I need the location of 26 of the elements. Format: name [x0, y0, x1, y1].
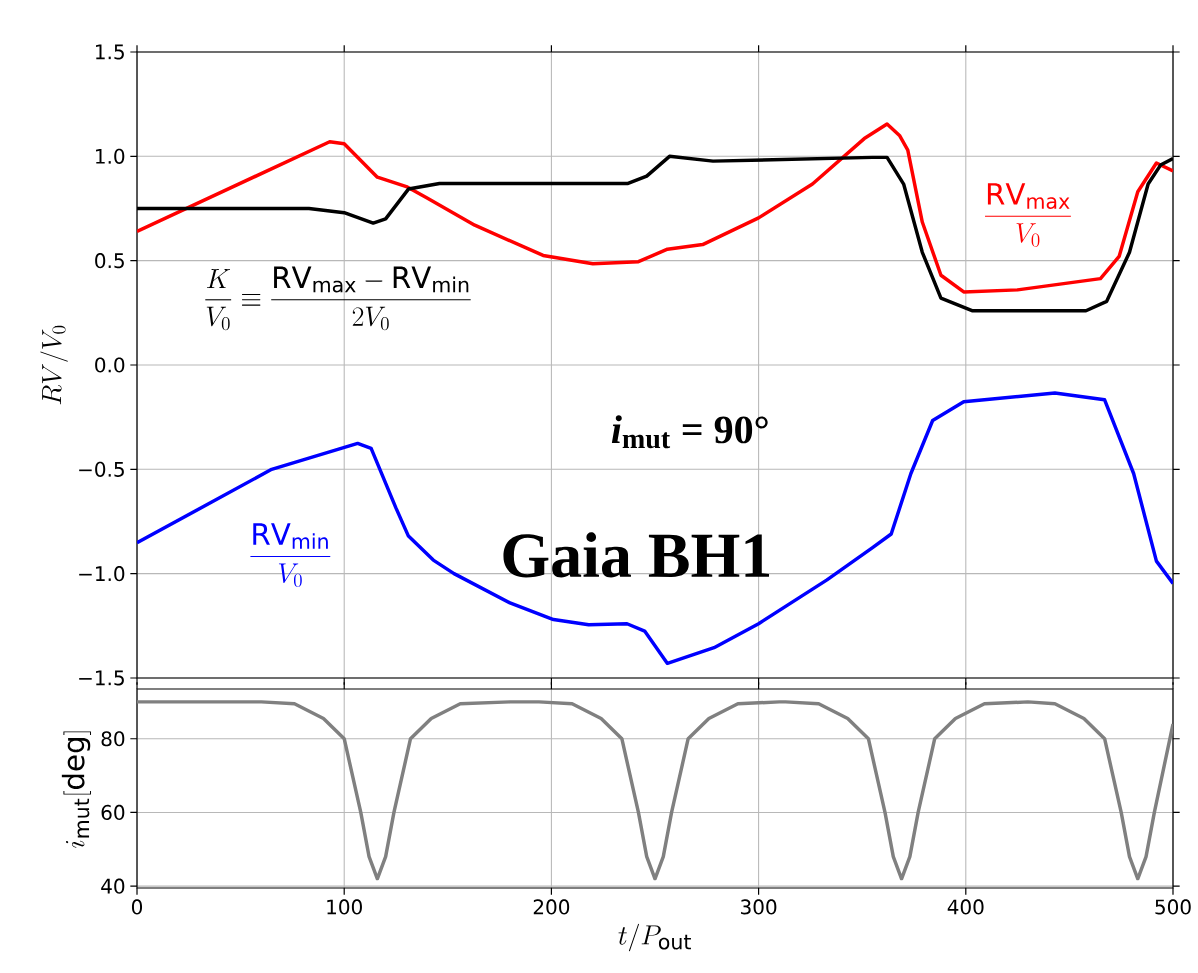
line-series [137, 700, 1173, 881]
x-tick-label: 500 [1155, 899, 1191, 915]
x-axis-title: $t/P_{\mathrm{out}}$ [618, 923, 691, 952]
y-axis-title: $RV/V_0$ [40, 325, 68, 405]
annotation: i$_{mut}$ = 90° [611, 415, 768, 449]
y-tick-label: −1.5 [79, 670, 124, 686]
y-tick-label: 60 [101, 804, 125, 821]
x-tick-label: 400 [947, 899, 984, 915]
annotation: $\frac{K}{V_0} \equiv \frac{\mathrm{RV}_{\mathrm{max}} - \mathrm{RV}_{\mathrm{min}}}{2V_0}$ [205, 266, 471, 331]
x-tick-label: 200 [533, 899, 570, 915]
annotation: Gaia BH1 [503, 532, 770, 578]
y-tick-label: −0.5 [79, 461, 124, 477]
x-tick-label: 100 [327, 899, 362, 915]
y-tick-label: 0.0 [95, 357, 125, 373]
y-axis-title: $i_{\mathrm{mut}}[\mathrm{deg}]$ [61, 731, 92, 848]
y-tick-label: 0.5 [95, 253, 124, 269]
y-tick-label: 1.0 [96, 148, 125, 164]
y-tick-label: 40 [101, 878, 125, 894]
line-series [137, 391, 1173, 666]
text: $\frac{\mathrm{RV}_{\mathrm{max}}}{V_0}$ [985, 183, 1071, 247]
text: $\frac{\mathrm{RV}_{\mathrm{min}}}{V_0}$ [250, 523, 331, 587]
y-tick-label: 80 [101, 731, 125, 747]
y-tick-label: −1.0 [79, 566, 125, 582]
x-tick-label: 300 [741, 899, 777, 915]
y-tick-label: 1.5 [96, 44, 124, 60]
x-tick-label: 0 [131, 899, 143, 915]
